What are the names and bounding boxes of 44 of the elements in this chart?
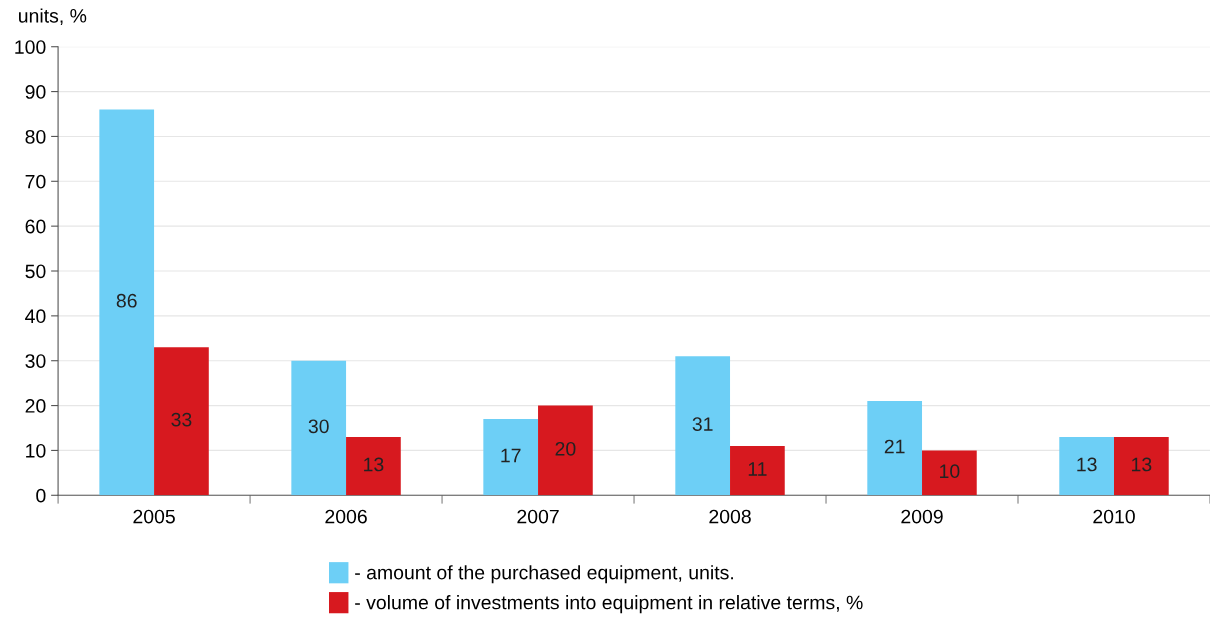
bar bbox=[346, 436, 401, 496]
data-label: 13 bbox=[1132, 457, 1152, 472]
bar bbox=[99, 109, 155, 496]
x-tick-label: 2008 bbox=[709, 509, 751, 524]
y-tick-label: 10 bbox=[26, 443, 46, 458]
bar bbox=[867, 401, 923, 496]
y-tick-label: 30 bbox=[25, 354, 46, 368]
y-tick-label: 70 bbox=[25, 174, 46, 189]
y-tick-label: 90 bbox=[25, 85, 46, 99]
x-tick-label: 2005 bbox=[133, 509, 175, 524]
x-tick-label: 2007 bbox=[517, 509, 559, 524]
x-tick-label: 2010 bbox=[1093, 509, 1135, 524]
data-label: 13 bbox=[1077, 457, 1097, 472]
bar bbox=[1114, 436, 1169, 496]
y-tick-label: 60 bbox=[25, 219, 46, 234]
legend-label: - amount of the purchased equipment, units. bbox=[355, 565, 733, 584]
bar bbox=[675, 356, 731, 496]
y-tick-label: 50 bbox=[25, 264, 46, 279]
y-tick-label: 40 bbox=[25, 309, 46, 324]
x-tick-label: 2006 bbox=[325, 509, 367, 524]
bar bbox=[538, 405, 593, 496]
bar bbox=[291, 360, 347, 496]
data-label: 13 bbox=[364, 457, 384, 472]
bar bbox=[730, 445, 785, 496]
bar bbox=[922, 450, 977, 496]
y-axis-title: units, % bbox=[19, 8, 87, 25]
data-label: 86 bbox=[116, 293, 137, 308]
bar bbox=[1059, 436, 1115, 496]
y-tick-label: 80 bbox=[25, 129, 46, 144]
data-label: 17 bbox=[501, 448, 521, 463]
bar bbox=[483, 419, 539, 496]
legend-label: - volume of investments into equipment in relative terms, % bbox=[355, 595, 863, 614]
y-tick-label: 20 bbox=[25, 399, 46, 413]
data-label: 10 bbox=[940, 464, 960, 479]
x-tick-label: 2009 bbox=[901, 509, 943, 524]
data-label: 21 bbox=[884, 439, 905, 454]
data-label: 30 bbox=[308, 419, 329, 434]
data-label: 20 bbox=[555, 441, 576, 456]
data-label: 33 bbox=[171, 412, 192, 427]
data-label: 11 bbox=[748, 462, 767, 476]
data-label: 31 bbox=[692, 417, 713, 431]
y-tick-label: 100 bbox=[15, 40, 46, 54]
bar bbox=[154, 347, 209, 496]
y-tick-label: 0 bbox=[36, 488, 46, 503]
